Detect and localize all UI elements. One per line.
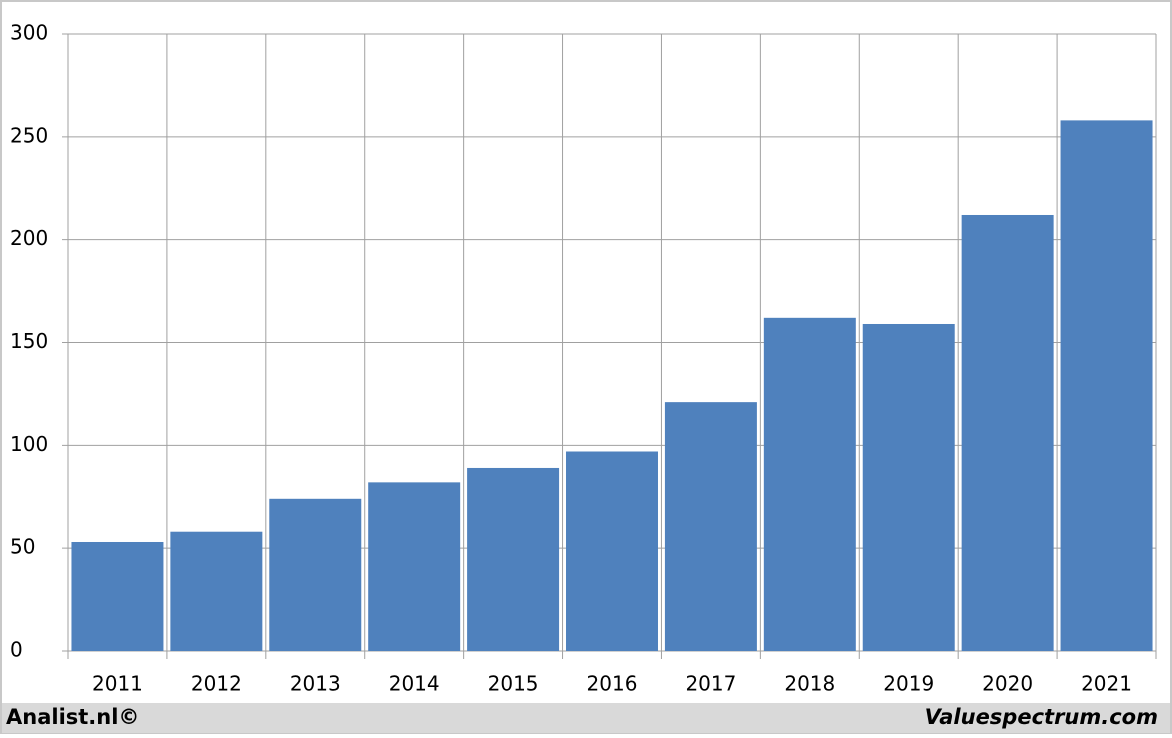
bar [961, 214, 1054, 651]
bar [368, 482, 461, 651]
x-tick-label: 2017 [685, 672, 736, 696]
footer-left: Analist.nl© [6, 705, 139, 729]
footer-bar [2, 703, 1170, 733]
y-tick-label: 150 [10, 329, 48, 353]
bar [467, 467, 560, 651]
y-tick-label: 200 [10, 226, 48, 250]
y-tick-label: 0 [10, 638, 23, 662]
y-tick-label: 50 [10, 535, 35, 559]
footer-right: Valuespectrum.com [925, 705, 1158, 729]
bar [862, 323, 955, 651]
y-tick-label: 100 [10, 432, 48, 456]
y-tick-label: 300 [10, 21, 48, 45]
x-tick-label: 2021 [1081, 672, 1132, 696]
y-tick-label: 250 [10, 123, 48, 147]
x-tick-label: 2020 [982, 672, 1033, 696]
bar [71, 541, 164, 651]
bar [269, 498, 362, 651]
x-tick-label: 2013 [290, 672, 341, 696]
bar [1060, 120, 1153, 651]
bar [763, 317, 856, 651]
x-tick-label: 2016 [587, 672, 638, 696]
x-tick-label: 2011 [92, 672, 143, 696]
bar [170, 531, 263, 651]
bar [566, 451, 658, 651]
x-tick-label: 2012 [191, 672, 242, 696]
x-tick-label: 2018 [784, 672, 835, 696]
x-tick-label: 2014 [389, 672, 440, 696]
bar [664, 402, 757, 651]
x-tick-label: 2015 [488, 672, 539, 696]
x-tick-label: 2019 [883, 672, 934, 696]
